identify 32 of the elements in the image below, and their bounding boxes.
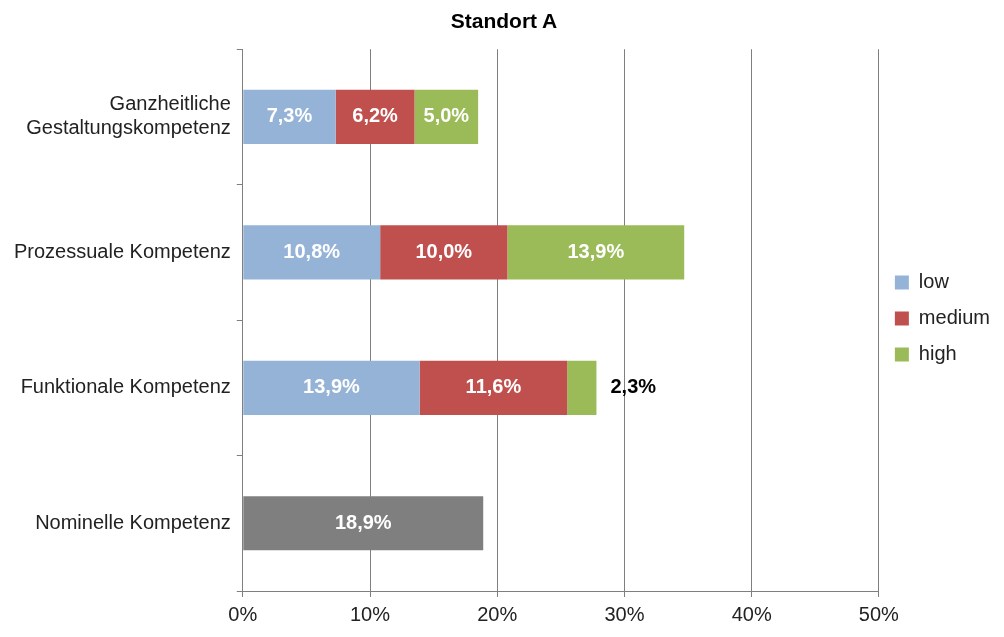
data-label: 13,9%	[567, 239, 625, 262]
y-tick-label: Ganzheitliche Gestaltungskompetenz	[26, 92, 231, 139]
data-label: 5,0%	[423, 104, 470, 127]
bar	[507, 225, 685, 280]
data-label: 10,8%	[283, 239, 341, 262]
bar	[335, 89, 415, 145]
data-label: 6,2%	[352, 104, 399, 127]
x-tick-label: 20%	[477, 602, 518, 625]
data-label: 7,3%	[266, 104, 313, 127]
bar	[567, 360, 597, 415]
data-label: 2,3%	[610, 375, 657, 398]
bar	[380, 225, 508, 280]
y-tick-label: Funktionale Kompetenz	[20, 375, 231, 398]
legend-label: medium	[918, 306, 991, 329]
x-tick-label: 0%	[228, 602, 258, 625]
data-label: 10,0%	[415, 239, 473, 262]
bar	[243, 225, 381, 280]
bar	[243, 360, 420, 415]
y-tick-label: Nominelle Kompetenz	[35, 510, 231, 533]
data-label: 18,9%	[334, 510, 392, 533]
bar	[419, 360, 568, 415]
x-tick-label: 30%	[604, 602, 645, 625]
x-tick-label: 40%	[731, 602, 772, 625]
y-tick-label: Prozessuale Kompetenz	[13, 239, 231, 262]
x-tick-label: 50%	[858, 602, 900, 625]
data-label: 13,9%	[303, 375, 361, 398]
x-tick-label: 10%	[349, 602, 391, 625]
legend-label: low	[918, 270, 950, 293]
legend-label: high	[918, 342, 957, 365]
bar	[243, 89, 336, 145]
chart-title: Standort A	[450, 9, 558, 33]
data-label: 11,6%	[465, 375, 522, 398]
